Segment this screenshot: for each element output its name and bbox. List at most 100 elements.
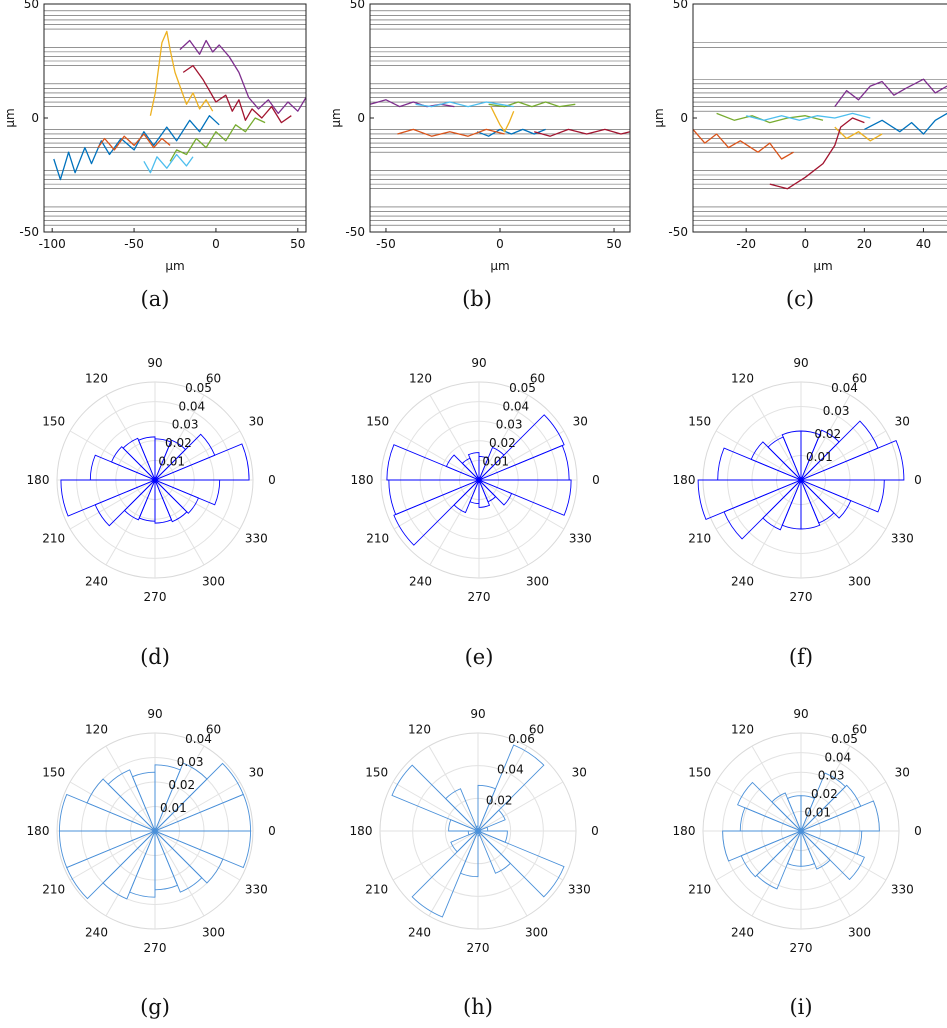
polar-panel-h: 0 30 60 90 120 150 180 210 240 270 300 330 0.02 0.04 0… bbox=[350, 707, 599, 1019]
radial-tick-label: 0.02 bbox=[168, 778, 195, 792]
trajectory-3 bbox=[149, 30, 214, 116]
angle-label: 240 bbox=[731, 574, 754, 588]
angle-label: 150 bbox=[688, 766, 711, 780]
polar-spoke bbox=[751, 745, 802, 832]
angle-label: 270 bbox=[144, 941, 167, 955]
angle-label: 210 bbox=[688, 883, 711, 897]
histogram-wedge bbox=[800, 479, 885, 513]
radial-tick-label: 0.05 bbox=[831, 732, 858, 746]
histogram-wedge bbox=[60, 479, 156, 517]
x-tick-label: -20 bbox=[736, 237, 756, 251]
polar-spoke bbox=[428, 745, 479, 832]
trajectory-1 bbox=[864, 112, 947, 135]
trajectory-7 bbox=[534, 128, 631, 137]
polar-spoke bbox=[478, 430, 565, 481]
x-tick-label: -50 bbox=[124, 237, 144, 251]
angle-label: 240 bbox=[85, 574, 108, 588]
histogram-wedge bbox=[154, 762, 208, 832]
angle-label: 180 bbox=[27, 473, 50, 487]
polar-spoke bbox=[393, 479, 480, 530]
histogram-wedge bbox=[386, 444, 480, 481]
y-tick-label: 50 bbox=[24, 0, 39, 11]
y-tick-label: 50 bbox=[350, 0, 365, 11]
angle-label: 210 bbox=[365, 883, 388, 897]
radial-tick-label: 0.04 bbox=[497, 763, 524, 777]
polar-spoke bbox=[154, 479, 241, 530]
polar-spoke bbox=[751, 830, 802, 917]
polar-spoke bbox=[477, 745, 528, 832]
y-tick-label: 0 bbox=[357, 111, 365, 125]
histogram-wedge bbox=[740, 830, 802, 878]
polar-spoke bbox=[715, 781, 802, 832]
histogram-wedge bbox=[393, 479, 480, 546]
angle-label: 300 bbox=[848, 574, 871, 588]
radial-tick-label: 0.02 bbox=[489, 436, 516, 450]
panel-caption: (b) bbox=[462, 287, 492, 311]
angle-label: 60 bbox=[852, 723, 867, 737]
polar-spoke bbox=[800, 830, 887, 881]
angle-label: 330 bbox=[245, 883, 268, 897]
angle-label: 330 bbox=[568, 883, 591, 897]
polar-spoke bbox=[477, 830, 528, 917]
polar-spoke bbox=[800, 479, 851, 566]
angle-label: 300 bbox=[202, 925, 225, 939]
polar-spoke bbox=[392, 781, 479, 832]
trajectory-7 bbox=[769, 117, 865, 190]
angle-label: 270 bbox=[468, 590, 491, 604]
x-tick-label: 50 bbox=[290, 237, 305, 251]
polar-spoke bbox=[751, 394, 802, 481]
histogram-wedge bbox=[800, 429, 840, 481]
histogram-wedge bbox=[478, 414, 565, 481]
x-tick-label: 50 bbox=[606, 237, 621, 251]
radial-tick-label: 0.03 bbox=[177, 755, 204, 769]
polar-spoke bbox=[800, 781, 887, 832]
angle-label: 150 bbox=[688, 415, 711, 429]
polar-spoke bbox=[800, 479, 887, 530]
histogram-wedge bbox=[123, 479, 156, 521]
angle-label: 150 bbox=[366, 415, 389, 429]
histogram-wedge bbox=[723, 479, 802, 540]
polar-spoke bbox=[800, 394, 851, 481]
radial-tick-label: 0.02 bbox=[486, 793, 513, 807]
histogram-wedge bbox=[722, 830, 802, 862]
trajectory-6 bbox=[746, 112, 871, 121]
panel-caption: (d) bbox=[140, 645, 170, 669]
x-tick-label: 20 bbox=[857, 237, 872, 251]
histogram-wedge bbox=[786, 830, 802, 867]
polar-spoke bbox=[392, 830, 479, 881]
trajectory-2 bbox=[692, 128, 794, 160]
histogram-wedge bbox=[800, 784, 862, 832]
radial-tick-label: 0.04 bbox=[502, 399, 529, 413]
angle-label: 180 bbox=[351, 473, 374, 487]
polar-spoke bbox=[800, 830, 851, 917]
angle-label: 0 bbox=[268, 473, 276, 487]
histogram-wedge bbox=[800, 420, 879, 481]
x-tick-label: 0 bbox=[496, 237, 504, 251]
polar-panel-f: 0 30 60 90 120 150 180 210 240 270 300 330 0.01 0.02 0… bbox=[673, 356, 922, 669]
histogram-wedge bbox=[459, 830, 479, 878]
polar-spoke bbox=[154, 830, 205, 917]
angle-label: 270 bbox=[467, 941, 490, 955]
angle-label: 30 bbox=[249, 766, 264, 780]
polar-spoke bbox=[800, 745, 851, 832]
x-tick-label: -100 bbox=[39, 237, 66, 251]
radial-tick-label: 0.04 bbox=[831, 381, 858, 395]
histogram-wedge bbox=[453, 479, 480, 514]
y-tick-label: 50 bbox=[673, 0, 688, 11]
polar-spoke bbox=[478, 479, 529, 566]
radial-tick-label: 0.04 bbox=[824, 750, 851, 764]
angle-label: 0 bbox=[268, 824, 276, 838]
trajectory-3 bbox=[490, 106, 515, 133]
angle-label: 60 bbox=[529, 723, 544, 737]
histogram-wedge bbox=[800, 800, 880, 832]
angle-label: 0 bbox=[592, 473, 600, 487]
polar-spoke bbox=[429, 479, 480, 566]
histogram-wedge bbox=[154, 830, 203, 893]
histogram-wedge bbox=[129, 830, 156, 898]
histogram-wedge bbox=[448, 819, 479, 832]
histogram-wedge bbox=[477, 784, 497, 832]
polar-spoke bbox=[105, 745, 156, 832]
histogram-wedge bbox=[477, 830, 565, 898]
histogram-wedge bbox=[138, 479, 156, 522]
histogram-wedge bbox=[58, 793, 156, 832]
